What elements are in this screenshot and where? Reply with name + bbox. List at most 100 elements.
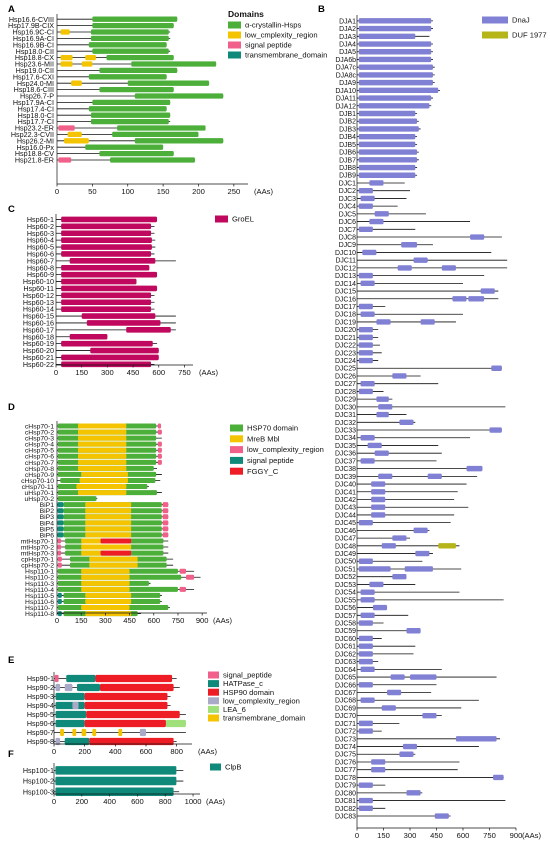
panel-b-domain-duf (438, 543, 456, 549)
panel-b-protein-name: DJA10 (335, 88, 356, 95)
panel-b-domain-dnaj (374, 211, 389, 217)
panel-d-protein-name: Hsp110-6 (25, 599, 54, 606)
panel-d-protein-name: cHsp70-9 (25, 472, 54, 479)
panel-b-protein-name: DJC41 (335, 489, 356, 496)
panel-d-protein-name: BiP1 (40, 502, 55, 509)
panel-b-domain-dnaj (371, 496, 386, 503)
panel-b-domain-dnaj (371, 512, 386, 518)
panel-b-protein-name: DJC49 (335, 551, 356, 558)
panel-d-domain-mreb (81, 471, 128, 477)
panel-c-protein-name: Hsp60-8 (27, 263, 54, 272)
panel-b-protein-name: DJC36 (335, 451, 356, 458)
panel-a-x-tick-label: 150 (157, 187, 170, 196)
panel-d-legend-label: signal peptide (247, 456, 294, 465)
panel-a-domain-crystallin (92, 16, 178, 22)
panel-c-domain-groel (61, 237, 152, 243)
panel-c-domain-groel (61, 285, 158, 292)
panel-b-domain-dnaj (390, 674, 405, 680)
panel-b-protein-name: DJC67 (335, 690, 356, 697)
panel-a-domain-crystallin (85, 144, 164, 150)
panel-d-x-tick-label: 600 (147, 616, 160, 625)
panel-c-x-unit: (AAs) (199, 368, 218, 377)
panel-b-protein-name: DJB5 (339, 142, 356, 149)
panel-b-protein-name: DJA9 (339, 80, 356, 87)
panel-b-domain-dnaj (358, 126, 419, 132)
panel-e-protein-name: Hsp90-3 (27, 692, 54, 701)
panel-b-domain-dnaj (358, 226, 373, 232)
panel-b-protein-name: DJC79 (335, 783, 356, 790)
panel-b-domain-dnaj (455, 736, 497, 742)
panel-e-domain-lowcx (92, 728, 97, 737)
panel-b-domain-dnaj (360, 589, 375, 595)
panel-d-domain-signal (157, 459, 162, 465)
panel-b-domain-dnaj (401, 242, 418, 248)
panel-c-protein-name: Hsp60-6 (27, 250, 54, 259)
panel-b-protein-name: DJC29 (335, 397, 356, 404)
panel-a-domain-crystallin (134, 93, 224, 99)
panel-b-protein-name: DJC46 (335, 528, 356, 535)
panel-c-protein-name: Hsp60-22 (23, 360, 54, 369)
panel-b-domain-dnaj (427, 473, 442, 480)
panel-b-domain-dnaj (360, 666, 375, 673)
panel-b-domain-dnaj (372, 604, 388, 611)
panel-c-legend-swatch (215, 215, 228, 223)
panel-d-domain-tm (57, 514, 64, 520)
panel-d-domain-signal (57, 556, 62, 562)
panel-b-protein-name: DJC16 (335, 296, 356, 303)
panel-f-x-tick-label: 200 (75, 797, 88, 806)
panel-e-domain-lowcx90 (64, 683, 73, 692)
panel-d-label: D (8, 402, 15, 413)
panel-b-domain-dnaj (360, 311, 375, 317)
panel-b-protein-name: DJC58 (335, 621, 356, 628)
panel-c-protein-name: Hsp60-20 (23, 346, 54, 355)
panel-c-protein-name: Hsp60-13 (23, 298, 54, 307)
panel-b-protein-name: DJC44 (335, 512, 356, 519)
panel-d-protein-name: cHsp70-11 (22, 484, 55, 491)
panel-b-protein-name: DJC33 (335, 428, 356, 435)
panel-d-protein-name: mtHsp70-3 (21, 551, 54, 558)
panel-d-protein-name: BiP6 (40, 532, 55, 539)
panel-d-domain-signal (162, 508, 169, 514)
panel-d-domain-mreb (81, 586, 130, 592)
panel-a-x-tick-label: 250 (228, 187, 241, 196)
panel-d-domain-signal (179, 568, 187, 574)
panel-a-x-unit: (AAs) (254, 187, 273, 196)
panel-b-protein-name: DJB2 (339, 119, 356, 126)
panel-a-protein-name: Hsp17.4-CI (18, 104, 54, 113)
panel-e-domain-lowcx90 (72, 701, 79, 710)
panel-d-domain-signal (162, 526, 169, 532)
panel-b-domain-dnaj (358, 56, 432, 63)
panel-e-domain-lowcx (81, 728, 87, 737)
panel-c-domain-groel (61, 264, 150, 271)
panel-c-protein-name: Hsp60-16 (23, 319, 54, 328)
panel-b-domain-dnaj (358, 720, 373, 727)
panel-b-domain-dnaj (378, 473, 393, 480)
panel-b-protein-name: DJC61 (335, 644, 356, 651)
panel-d-domain-tm (57, 592, 62, 598)
panel-e-domain-hatpase (64, 737, 90, 746)
panel-b-protein-name: DJC76 (335, 759, 356, 766)
panel-b-protein-name: DJC24 (335, 358, 356, 365)
panel-d-protein-name: cHsp70-7 (25, 460, 54, 467)
panel-b-domain-dnaj (470, 234, 485, 240)
panel-b-x-tick-label: 0 (355, 831, 359, 840)
panel-b-domain-dnaj (392, 373, 407, 379)
panel-b-protein-name: DJC23 (335, 350, 356, 357)
panel-b-protein-name: DJC12 (335, 265, 356, 272)
panel-b-domain-dnaj (358, 805, 373, 811)
panel-a-protein-name: Hsp18.6-CIII (14, 85, 54, 94)
panel-b-protein-name: DJB1 (339, 111, 356, 118)
panel-e-domain-hatpase (55, 710, 87, 719)
panel-b-domain-dnaj (404, 566, 433, 572)
panel-a-protein-name: Hsp17.9B-CIX (8, 21, 54, 30)
panel-c-protein-name: Hsp60-21 (23, 353, 54, 362)
panel-c-label: C (8, 204, 15, 215)
panel-b-protein-name: DJB8 (339, 165, 356, 172)
panel-c-x-tick-label: 600 (152, 368, 165, 377)
panel-c-protein-name: Hsp60-15 (23, 312, 54, 321)
panel-d-domain-mreb (81, 544, 132, 550)
panel-d-domain-mreb (77, 453, 127, 459)
panel-d-domain-fggy (100, 550, 132, 556)
panel-c-domain-groel (86, 320, 161, 326)
panel-e-protein-name: Hsp90-6 (27, 719, 54, 728)
